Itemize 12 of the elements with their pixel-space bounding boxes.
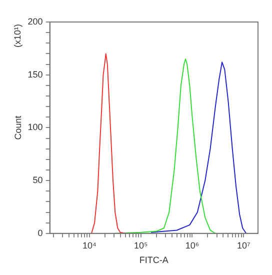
y-tick-label: 50: [32, 175, 43, 186]
y-tick-label: 0: [38, 228, 43, 238]
x-tick-label: 10⁷: [237, 240, 250, 250]
x-axis-title: FITC-A: [139, 255, 168, 266]
y-tick-label: 100: [28, 122, 43, 132]
y-axis-title: Count: [12, 115, 23, 140]
x-tick-label: 10⁵: [134, 240, 148, 250]
y-tick-label: 200: [28, 16, 43, 26]
y-tick-label: 150: [28, 69, 43, 80]
x-tick-label: 10⁴: [82, 240, 96, 250]
x-tick-label: 10⁶: [185, 240, 200, 250]
text: (x10¹): [12, 24, 22, 48]
